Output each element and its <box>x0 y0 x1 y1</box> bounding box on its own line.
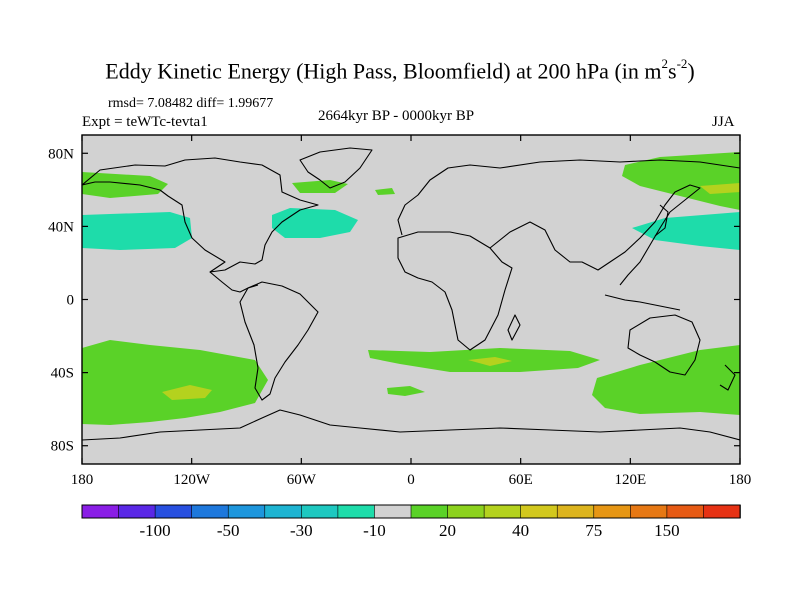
region-cyan-pacific-west <box>82 212 192 250</box>
coast-greenland <box>299 147 373 189</box>
coast-new-zealand <box>719 364 736 391</box>
region-green-small-sh <box>387 386 425 396</box>
experiment-label: Expt = teWTc-tevta1 <box>82 114 208 130</box>
region-yellowgreen-np-east <box>700 183 740 194</box>
colorbar-label: 150 <box>654 521 680 540</box>
coast-madagascar <box>507 314 521 341</box>
lon-tick-label: 0 <box>407 472 415 488</box>
colorbar-swatch <box>556 504 595 519</box>
colorbar-label: 75 <box>585 521 602 540</box>
lat-tick-label: 80N <box>48 146 74 162</box>
lat-tick-label: 40N <box>48 219 74 235</box>
colorbar-swatch <box>374 504 412 519</box>
lon-ticks <box>81 135 741 464</box>
stats-label: rmsd= 7.08482 diff= 1.99677 <box>108 96 274 111</box>
colorbar-swatch <box>301 504 339 519</box>
region-green-atlantic-small <box>375 188 395 195</box>
coast-japan <box>654 204 669 237</box>
colorbar-swatch <box>264 504 303 519</box>
colorbar-swatch <box>118 504 156 519</box>
colorbar-swatch <box>483 504 522 519</box>
coast-south-america <box>239 281 319 401</box>
coast-indonesia <box>604 294 681 311</box>
region-cyan-pacific-east <box>632 212 740 250</box>
colorbar-label: -100 <box>140 521 171 540</box>
region-green-np-east <box>622 152 740 210</box>
colorbar-label: -50 <box>217 521 240 540</box>
colorbar-swatch <box>337 504 376 519</box>
anomaly-regions <box>82 152 740 425</box>
season-label: JJA <box>712 114 735 130</box>
colorbar-swatch <box>630 504 668 519</box>
colorbar-swatch <box>81 504 120 519</box>
coast-antarctica <box>82 409 740 441</box>
period-label: 2664kyr BP - 0000kyr BP <box>318 108 475 124</box>
colorbar-swatch <box>666 504 705 519</box>
coast-north-america <box>82 157 319 273</box>
region-cyan-atlantic <box>272 208 358 238</box>
lon-tick-label: 60W <box>287 472 317 488</box>
region-green-greenland <box>292 180 348 193</box>
colorbar-swatch <box>520 504 559 519</box>
lon-tick-label: 180 <box>729 472 752 488</box>
colorbar-label: -10 <box>363 521 386 540</box>
colorbar-swatch <box>154 504 193 519</box>
coast-africa <box>397 231 513 351</box>
lon-tick-label: 120E <box>614 472 646 488</box>
coast-australia <box>627 314 701 376</box>
colorbar-swatch <box>447 504 485 519</box>
map-plot-area <box>82 135 740 464</box>
colorbar-swatch <box>410 504 449 519</box>
colorbar-frame <box>81 504 741 519</box>
lat-ticks <box>82 152 740 447</box>
map-title: Eddy Kinetic Energy (High Pass, Bloomfie… <box>105 56 695 84</box>
coastlines <box>82 147 740 441</box>
colorbar-label: 20 <box>439 521 456 540</box>
lat-tick-label: 40S <box>51 366 74 382</box>
lon-tick-label: 120W <box>173 472 211 488</box>
colorbar-label: 40 <box>512 521 529 540</box>
lat-tick-label: 80S <box>51 439 74 455</box>
region-green-np-west <box>82 172 168 198</box>
region-yellowgreen-indian <box>468 357 512 366</box>
colorbar <box>81 504 741 519</box>
lat-tick-label: 0 <box>67 293 75 309</box>
lon-tick-label: 60E <box>509 472 533 488</box>
colorbar-swatch <box>227 504 266 519</box>
lon-tick-label: 180 <box>71 472 94 488</box>
colorbar-label: -30 <box>290 521 313 540</box>
coast-asia <box>489 184 701 286</box>
region-green-south-pacific-east <box>592 345 740 415</box>
region-green-sh-pacific <box>82 340 268 425</box>
coast-europe <box>397 159 740 236</box>
colorbar-swatch <box>191 504 230 519</box>
region-yellowgreen-sh-pacific <box>162 385 212 400</box>
colorbar-swatch <box>703 504 741 519</box>
colorbar-swatch <box>593 504 632 519</box>
